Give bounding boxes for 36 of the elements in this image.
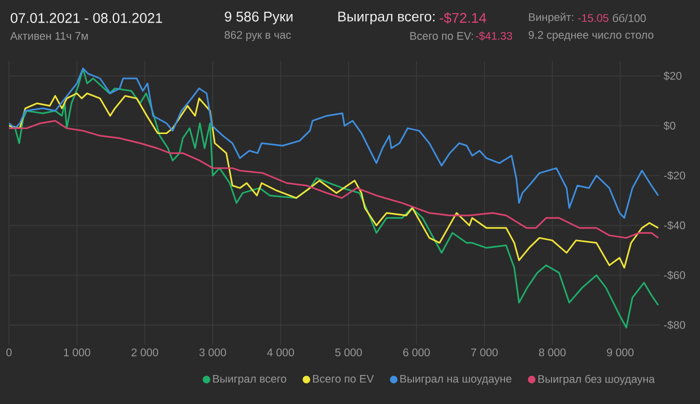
- y-tick-label: -$20: [664, 171, 686, 180]
- text: -15.05: [578, 14, 608, 22]
- y-tick-label: $0: [664, 121, 676, 130]
- y-tick-label: -$60: [664, 270, 686, 280]
- legend-label: Всего по EV: [313, 375, 374, 383]
- x-tick-label: 5 000: [335, 348, 362, 356]
- line-series: [9, 68, 660, 219]
- text: 9.2 среднее число столо: [528, 31, 654, 41]
- x-tick-label: 0: [6, 348, 12, 356]
- text: Выиграл всего:: [338, 12, 434, 24]
- text: 9 586 Руки: [224, 12, 292, 24]
- y-tick-label: -$40: [664, 220, 686, 230]
- text: бб/100: [612, 14, 646, 22]
- legend-label: Выиграл всего: [213, 375, 286, 385]
- legend-label: Выиграл без шоудауна: [538, 374, 655, 386]
- line-series: [9, 120, 660, 239]
- x-tick-label: 4 000: [267, 348, 294, 356]
- text: Винрейт:: [529, 12, 574, 24]
- x-tick-label: 7 000: [471, 348, 498, 356]
- x-tick-label: 8 000: [539, 348, 566, 356]
- text: -$41.33: [476, 32, 512, 40]
- text: Всего по EV:: [410, 32, 473, 40]
- y-tick-label: $20: [664, 71, 682, 80]
- chart-subtitle: Активен 11ч 7м: [10, 32, 88, 40]
- y-tick-label: -$80: [664, 320, 686, 330]
- x-tick-label: 1 000: [64, 348, 90, 356]
- line-series: [9, 68, 660, 328]
- legend-label: Выиграл на шоудауне: [400, 375, 512, 385]
- x-tick-label: 9 000: [606, 348, 634, 356]
- text: 862 рук в час: [224, 31, 291, 41]
- text: -$72.14: [440, 12, 486, 24]
- x-tick-label: 2 000: [132, 348, 158, 356]
- x-tick-label: 6 000: [403, 348, 430, 356]
- line-series: [9, 92, 660, 269]
- chart-title: 07.01.2021 - 08.01.2021: [10, 13, 162, 23]
- x-tick-label: 3 000: [199, 348, 226, 356]
